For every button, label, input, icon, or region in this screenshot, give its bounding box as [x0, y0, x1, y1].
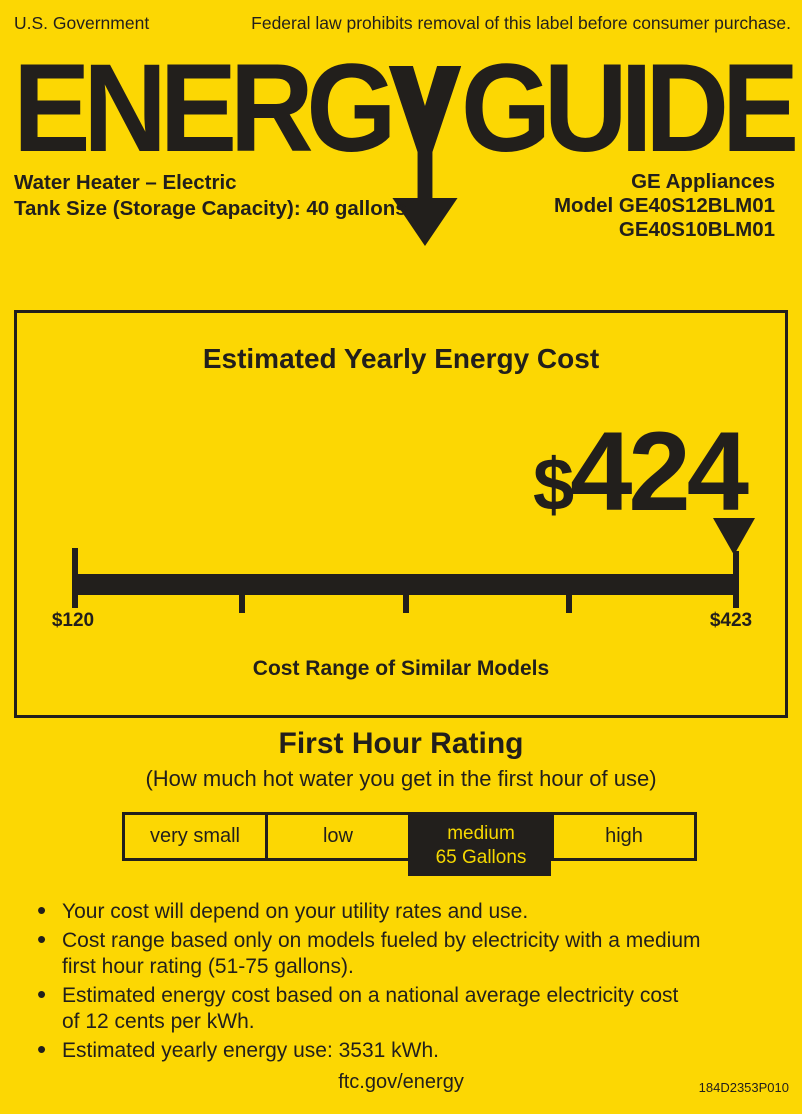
yearly-cost-box: Estimated Yearly Energy Cost $424 $120 $…	[14, 310, 788, 718]
scale-tick	[403, 595, 409, 613]
energyguide-logo: ENERG GUIDE	[13, 46, 799, 246]
scale-tick-max	[733, 551, 739, 608]
brand-info: GE Appliances Model GE40S12BLM01 GE40S10…	[554, 170, 775, 242]
model-number-1: Model GE40S12BLM01	[553, 194, 775, 217]
removal-notice: Federal law prohibits removal of this la…	[251, 13, 791, 33]
note-item: Cost range based only on models fueled b…	[36, 926, 760, 980]
first-hour-rating-scale: very small low medium 65 Gallons high	[122, 812, 697, 876]
scale-tick	[566, 595, 572, 613]
scale-tick-min	[72, 548, 78, 608]
tank-size: Tank Size (Storage Capacity): 40 gallons	[14, 197, 407, 220]
logo-y-down-arrow-icon	[388, 66, 461, 246]
cost-range-caption: Cost Range of Similar Models	[252, 657, 550, 680]
part-number: 184D2353P010	[698, 1080, 789, 1095]
logo-text-guide: GUIDE	[460, 39, 799, 178]
first-hour-rating-title: First Hour Rating	[278, 727, 524, 760]
scale-max-label: $423	[709, 610, 753, 631]
notes-list: Your cost will depend on your utility ra…	[36, 897, 760, 1067]
rating-cell-low: low	[265, 815, 408, 858]
ftc-url: ftc.gov/energy	[338, 1071, 464, 1093]
rating-cell-medium-selected: medium 65 Gallons	[408, 815, 551, 876]
product-info: Water Heater – Electric Tank Size (Stora…	[14, 170, 407, 222]
selected-rating-label: medium	[447, 822, 515, 844]
scale-tick	[239, 595, 245, 613]
scale-min-label: $120	[51, 610, 95, 631]
product-type: Water Heater – Electric	[14, 171, 237, 194]
rating-cell-high: high	[551, 815, 694, 858]
rating-cell-very-small: very small	[149, 825, 240, 847]
cost-box-title: Estimated Yearly Energy Cost	[202, 343, 600, 374]
note-item: Estimated energy cost based on a nationa…	[36, 981, 760, 1035]
estimated-cost-value: $424	[532, 407, 749, 536]
cost-pointer-icon	[713, 518, 755, 555]
first-hour-rating-subtitle: (How much hot water you get in the first…	[145, 766, 657, 791]
brand-name: GE Appliances	[631, 170, 775, 193]
us-government-label: U.S. Government	[14, 13, 150, 33]
logo-text-energ: ENERG	[13, 39, 397, 178]
model-number-2: GE40S10BLM01	[618, 218, 775, 241]
selected-rating-sublabel: 65 Gallons	[435, 846, 527, 868]
note-item: Your cost will depend on your utility ra…	[36, 897, 760, 925]
dollar-sign: $	[532, 443, 574, 526]
note-item: Estimated yearly energy use: 3531 kWh.	[36, 1036, 760, 1064]
cost-range-bar	[78, 574, 733, 595]
cost-amount: 424	[570, 409, 749, 534]
